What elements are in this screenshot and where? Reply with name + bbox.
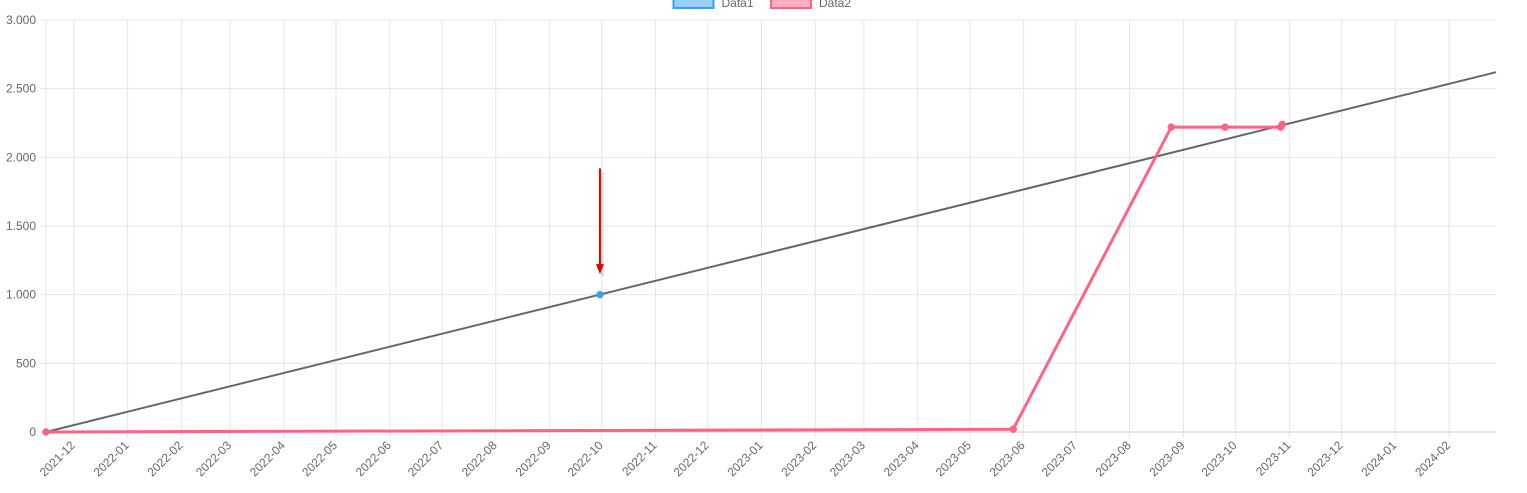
y-tick-label: 1.500 bbox=[6, 219, 36, 233]
x-tick-label: 2022-05 bbox=[299, 438, 340, 479]
arrow-shadow bbox=[600, 172, 605, 277]
x-tick-label: 2023-02 bbox=[778, 438, 819, 479]
x-tick-label: 2023-10 bbox=[1199, 438, 1240, 479]
legend-label: Data1 bbox=[722, 0, 754, 10]
x-tick-label: 2022-04 bbox=[247, 438, 288, 479]
data-point-data2[interactable] bbox=[1167, 123, 1175, 131]
x-tick-label: 2022-10 bbox=[565, 438, 606, 479]
x-tick-label: 2021-12 bbox=[37, 438, 78, 479]
legend-item-data2[interactable]: Data2 bbox=[770, 0, 851, 10]
series bbox=[42, 71, 1497, 436]
x-tick-label: 2022-11 bbox=[619, 438, 660, 479]
x-tick-label: 2023-07 bbox=[1039, 438, 1080, 479]
y-tick-label: 2.000 bbox=[6, 150, 36, 164]
legend-swatch bbox=[770, 0, 812, 9]
x-tick-label: 2023-11 bbox=[1253, 438, 1294, 479]
x-tick-label: 2022-07 bbox=[405, 438, 446, 479]
data-point-data2[interactable] bbox=[42, 428, 50, 436]
y-tick-label: 1.000 bbox=[6, 288, 36, 302]
legend-item-data1[interactable]: Data1 bbox=[672, 0, 754, 10]
data-point-data2[interactable] bbox=[1221, 123, 1229, 131]
x-tick-label: 2023-06 bbox=[987, 438, 1028, 479]
annotations bbox=[595, 168, 605, 277]
x-tick-label: 2023-01 bbox=[725, 438, 766, 479]
legend-label: Data2 bbox=[819, 0, 851, 10]
x-tick-label: 2023-05 bbox=[933, 438, 974, 479]
x-tick-label: 2024-01 bbox=[1358, 438, 1399, 479]
grid bbox=[40, 19, 1496, 438]
arrow-annotation-head bbox=[595, 264, 604, 275]
x-tick-label: 2024-02 bbox=[1412, 438, 1453, 479]
x-tick-label: 2022-01 bbox=[91, 438, 132, 479]
y-tick-label: 2.500 bbox=[6, 82, 36, 96]
x-tick-label: 2023-09 bbox=[1147, 438, 1188, 479]
y-tick-label: 3.000 bbox=[6, 13, 36, 27]
x-tick-label: 2022-12 bbox=[671, 438, 712, 479]
data-point-data2[interactable] bbox=[1278, 120, 1287, 129]
y-tick-label: 500 bbox=[16, 356, 36, 370]
legend-swatch bbox=[672, 0, 715, 9]
data-point-data2[interactable] bbox=[1009, 425, 1017, 433]
x-tick-label: 2022-02 bbox=[145, 438, 186, 479]
x-tick-label: 2022-06 bbox=[353, 438, 394, 479]
series-line-trend bbox=[45, 71, 1497, 433]
y-tick-label: 0 bbox=[29, 425, 36, 439]
x-tick-label: 2023-08 bbox=[1093, 438, 1134, 479]
legend[interactable]: Data1 Data2 bbox=[672, 0, 852, 10]
x-tick-label: 2023-04 bbox=[881, 438, 922, 479]
x-tick-label: 2022-03 bbox=[193, 438, 234, 479]
data-point-data1[interactable] bbox=[596, 290, 604, 299]
x-tick-label: 2022-08 bbox=[459, 438, 500, 479]
x-tick-label: 2023-03 bbox=[827, 438, 868, 479]
x-tick-label: 2023-12 bbox=[1305, 438, 1346, 479]
x-tick-label: 2022-09 bbox=[513, 438, 554, 479]
